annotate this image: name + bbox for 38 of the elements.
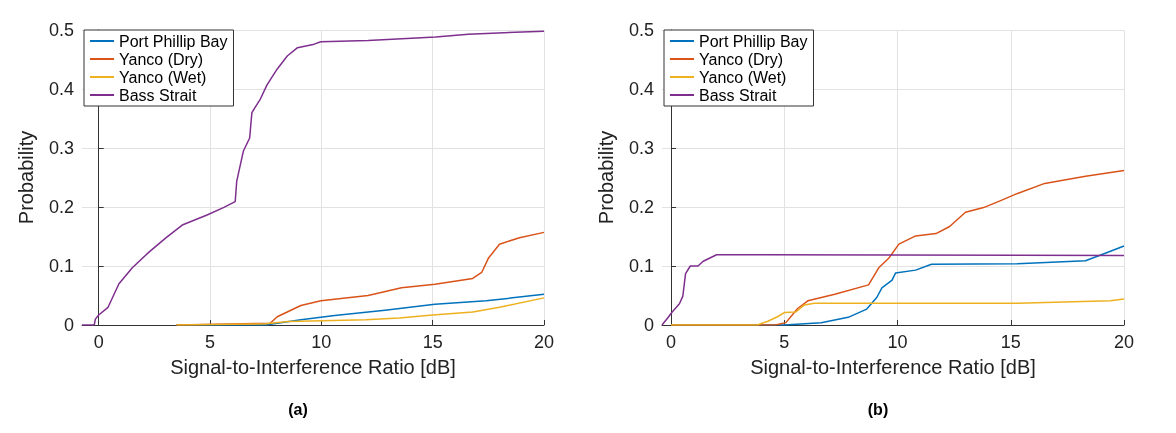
y-tick-label: 0 — [63, 315, 74, 335]
x-tick-label: 10 — [311, 332, 332, 352]
y-tick-label: 0.2 — [48, 197, 74, 217]
x-tick-label: 20 — [1113, 332, 1135, 352]
y-tick-label: 0.4 — [628, 79, 654, 99]
x-axis-title: Signal-to-Interference Ratio [dB] — [750, 356, 1036, 378]
legend-label: Yanco (Wet) — [699, 68, 787, 86]
x-tick-label: 0 — [93, 332, 104, 352]
legend-label: Port Phillip Bay — [699, 32, 808, 50]
legend-label: Port Phillip Bay — [119, 32, 228, 50]
legend-label: Yanco (Wet) — [119, 68, 207, 86]
x-tick-label: 15 — [1000, 332, 1021, 352]
y-tick-label: 0.3 — [48, 138, 74, 158]
y-tick-label: 0 — [643, 315, 654, 335]
legend-label: Bass Strait — [119, 86, 197, 104]
x-tick-label: 0 — [666, 332, 677, 352]
text: (a) — [288, 400, 308, 418]
text: (b) — [867, 400, 889, 418]
y-axis-title: Probability — [595, 130, 617, 225]
y-axis-title: Probability — [15, 130, 37, 225]
y-tick-label: 0.5 — [628, 20, 654, 40]
x-axis-title: Signal-to-Interference Ratio [dB] — [170, 356, 456, 378]
legend-label: Yanco (Dry) — [699, 50, 784, 68]
x-tick-label: 20 — [533, 332, 555, 352]
x-tick-label: 15 — [422, 332, 443, 352]
y-tick-label: 0.5 — [48, 20, 74, 40]
y-tick-label: 0.4 — [48, 79, 74, 99]
x-tick-label: 5 — [205, 332, 216, 352]
line-series — [670, 298, 1125, 326]
legend-label: Bass Strait — [699, 86, 777, 104]
line-series — [81, 30, 545, 326]
legend-label: Yanco (Dry) — [119, 50, 204, 68]
x-tick-label: 10 — [887, 332, 908, 352]
x-tick-label: 5 — [779, 332, 790, 352]
y-tick-label: 0.3 — [628, 138, 654, 158]
y-tick-label: 0.2 — [628, 197, 654, 217]
y-tick-label: 0.1 — [628, 256, 654, 276]
y-tick-label: 0.1 — [48, 256, 74, 276]
